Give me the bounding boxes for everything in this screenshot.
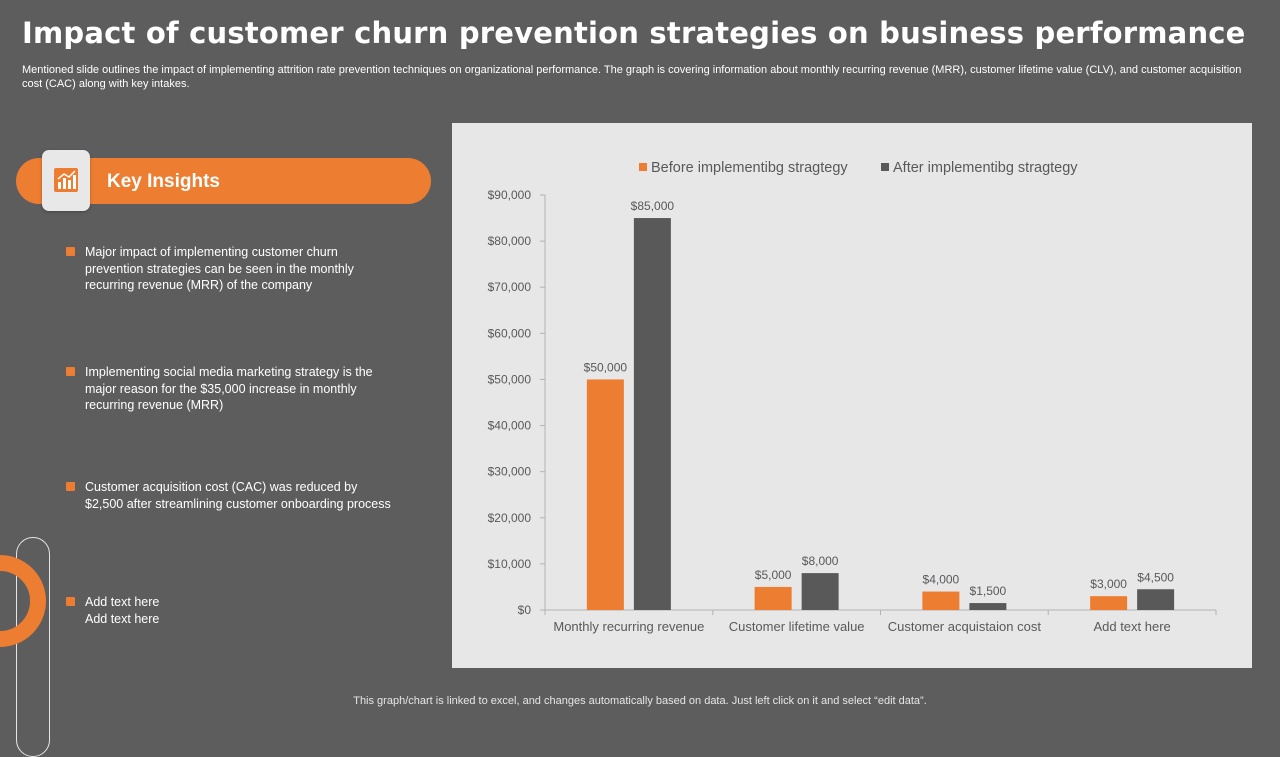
y-tick-label: $0	[518, 603, 532, 617]
bar	[922, 591, 960, 610]
chart-panel[interactable]: $0 $10,000 $20,000 $30,000 $40,000 $50,000 $60…	[452, 123, 1252, 668]
bar-chart[interactable]: $0 $10,000 $20,000 $30,000 $40,000 $50,000 $60…	[452, 123, 1252, 668]
insight-item-1: Major impact of implementing customer ch…	[66, 244, 396, 294]
insight-text: Customer acquisition cost (CAC) was redu…	[85, 480, 391, 511]
insight-item-4: Add text here Add text here	[66, 594, 396, 627]
insight-text: Add text here Add text here	[85, 595, 160, 626]
insight-item-2: Implementing social media marketing stra…	[66, 364, 396, 414]
legend-swatch	[881, 163, 889, 171]
y-tick-label: $10,000	[488, 557, 532, 571]
insight-item-3: Customer acquisition cost (CAC) was redu…	[66, 479, 396, 512]
y-tick-label: $90,000	[488, 188, 532, 202]
bullet-square-icon	[66, 482, 75, 491]
data-label: $3,000	[1090, 577, 1127, 591]
bullet-square-icon	[66, 367, 75, 376]
bar	[754, 586, 792, 610]
bar	[1137, 589, 1175, 610]
data-label: $4,500	[1137, 570, 1174, 584]
page-title: Impact of customer churn prevention stra…	[22, 16, 1246, 50]
bullet-square-icon	[66, 597, 75, 606]
x-tick-label: Customer acquistaion cost	[888, 619, 1042, 634]
y-tick-label: $40,000	[488, 419, 532, 433]
data-label: $85,000	[631, 199, 675, 213]
data-label: $8,000	[802, 554, 839, 568]
data-label: $50,000	[584, 360, 628, 374]
bar	[969, 603, 1007, 610]
y-tick-label: $80,000	[488, 234, 532, 248]
x-tick-label: Customer lifetime value	[729, 619, 865, 634]
bar	[801, 573, 839, 610]
key-insights-icon-box	[42, 150, 90, 211]
legend-label: After implementibg stragtegy	[893, 160, 1078, 176]
bar	[1090, 596, 1128, 610]
y-tick-label: $30,000	[488, 465, 532, 479]
bar	[633, 218, 671, 611]
y-tick-label: $60,000	[488, 326, 532, 340]
x-tick-label: Monthly recurring revenue	[553, 619, 704, 634]
x-tick-label: Add text here	[1093, 619, 1170, 634]
bar	[586, 379, 624, 610]
y-tick-label: $50,000	[488, 372, 532, 386]
y-tick-label: $70,000	[488, 280, 532, 294]
data-label: $1,500	[970, 584, 1007, 598]
footer-note: This graph/chart is linked to excel, and…	[353, 695, 927, 707]
data-label: $4,000	[923, 573, 960, 587]
insight-text: Implementing social media marketing stra…	[85, 365, 373, 412]
key-insights-heading: Key Insights	[107, 171, 220, 192]
legend-label: Before implementibg stragtegy	[651, 160, 848, 176]
bullet-square-icon	[66, 247, 75, 256]
bar-chart-icon	[54, 168, 78, 192]
data-label: $5,000	[755, 568, 792, 582]
y-tick-label: $20,000	[488, 511, 532, 525]
legend-swatch	[639, 163, 647, 171]
insight-text: Major impact of implementing customer ch…	[85, 245, 354, 292]
page-subtitle: Mentioned slide outlines the impact of i…	[22, 64, 1242, 90]
